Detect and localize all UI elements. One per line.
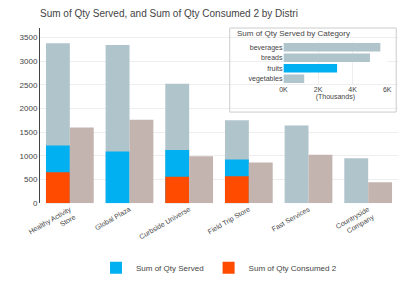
svg-text:Sum of Qty Served, and Sum of: Sum of Qty Served, and Sum of Qty Consum… (40, 8, 298, 19)
svg-text:Curbside Universe: Curbside Universe (138, 205, 191, 240)
svg-text:Sum of Qty Consumed 2: Sum of Qty Consumed 2 (249, 264, 337, 273)
svg-text:3500: 3500 (20, 33, 38, 42)
svg-text:2000: 2000 (20, 104, 38, 113)
svg-text:Field Trip Store: Field Trip Store (206, 205, 251, 236)
svg-text:Sum of Qty Served by Category: Sum of Qty Served by Category (237, 29, 350, 38)
svg-text:vegetables: vegetables (249, 75, 283, 83)
svg-text:Global Plaza: Global Plaza (94, 205, 132, 231)
svg-text:breads: breads (261, 54, 283, 61)
svg-text:1000: 1000 (20, 152, 38, 161)
svg-text:2500: 2500 (20, 81, 38, 90)
svg-text:500: 500 (24, 175, 38, 184)
svg-text:1500: 1500 (20, 128, 38, 137)
svg-text:fruits: fruits (267, 65, 283, 72)
svg-text:Fast Services: Fast Services (271, 205, 312, 233)
svg-text:3000: 3000 (20, 57, 38, 66)
svg-text:0: 0 (33, 199, 38, 208)
svg-text:4K: 4K (348, 86, 357, 93)
svg-text:2K: 2K (314, 86, 323, 93)
svg-text:beverages: beverages (250, 44, 283, 52)
svg-text:6K: 6K (383, 86, 392, 93)
svg-text:Sum of Qty Served: Sum of Qty Served (136, 264, 204, 273)
svg-text:0K: 0K (279, 86, 288, 93)
svg-text:(Thousands): (Thousands) (316, 93, 355, 101)
svg-text:CountrysideCompany: CountrysideCompany (335, 205, 376, 239)
svg-text:Healthy ActivityStore: Healthy ActivityStore (27, 205, 77, 243)
